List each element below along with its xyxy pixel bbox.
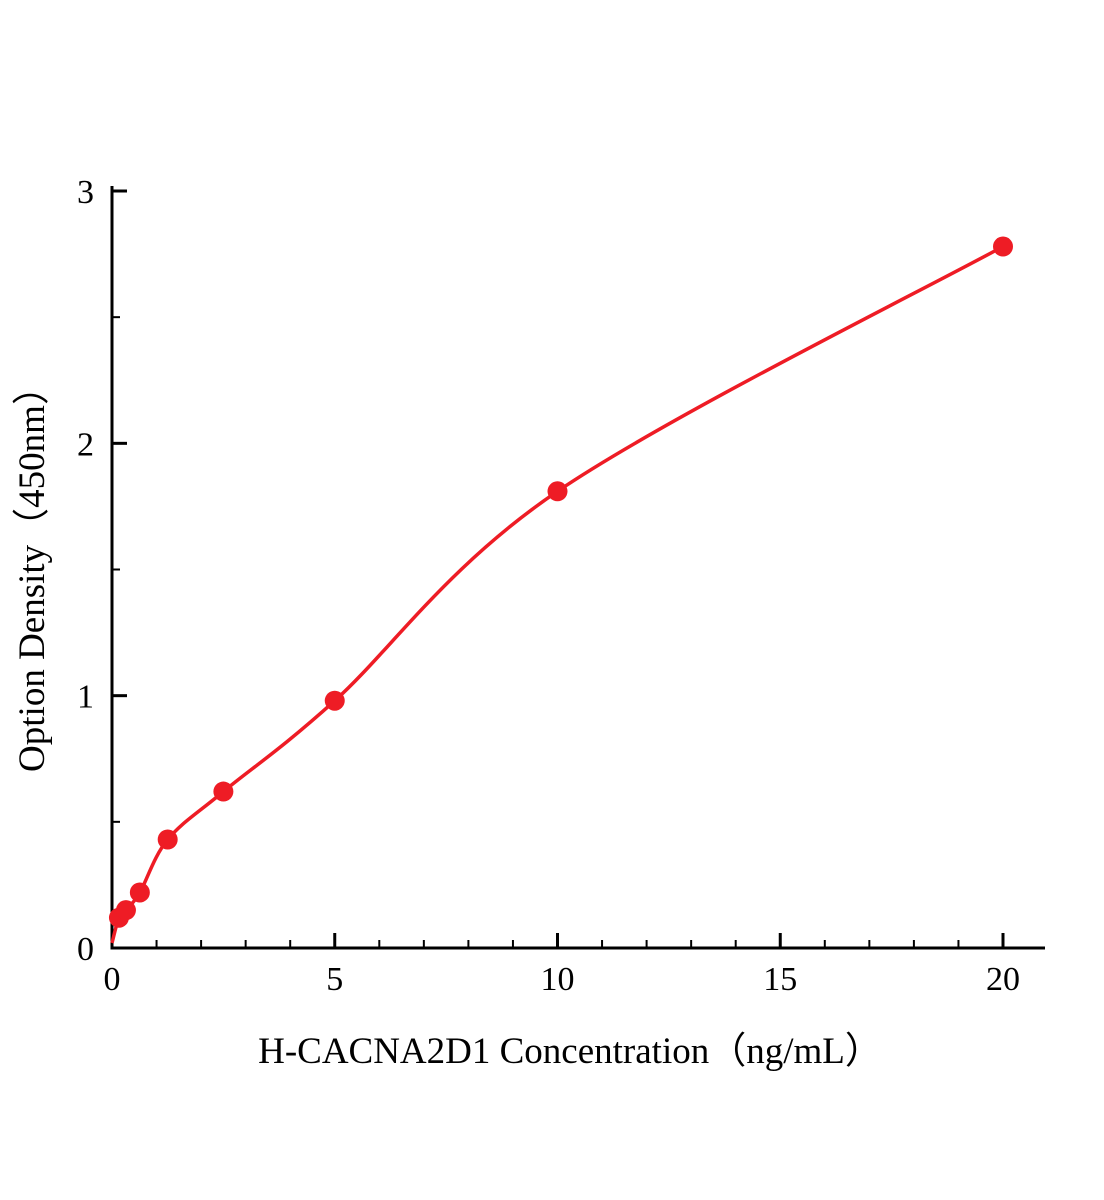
y-tick-labels: 0 1 2 3 (77, 174, 94, 968)
y-tick-label: 1 (77, 679, 94, 716)
data-point (115, 900, 136, 921)
data-point (547, 481, 568, 502)
x-tick-label: 0 (104, 961, 121, 998)
data-points (108, 236, 1013, 928)
x-tick-label: 20 (986, 961, 1020, 998)
axes (110, 186, 1045, 950)
data-point (157, 829, 178, 850)
y-minor-ticks (112, 316, 120, 823)
x-tick-labels: 0 5 10 15 20 (104, 961, 1021, 998)
y-major-ticks (112, 189, 127, 950)
data-point (993, 236, 1013, 257)
y-tick-label: 0 (77, 931, 94, 968)
fitted-curve (110, 244, 1004, 944)
x-minor-ticks (155, 940, 960, 948)
x-axis-title: H-CACNA2D1 Concentration（ng/mL） (258, 1031, 882, 1072)
data-point (324, 690, 345, 711)
y-axis-title: Option Density（450nm） (12, 368, 53, 772)
x-tick-label: 5 (326, 961, 343, 998)
x-tick-label: 10 (541, 961, 575, 998)
data-point (129, 882, 150, 903)
data-point (213, 781, 234, 802)
y-tick-label: 3 (77, 174, 94, 211)
y-tick-label: 2 (77, 426, 94, 463)
x-tick-label: 15 (763, 961, 797, 998)
